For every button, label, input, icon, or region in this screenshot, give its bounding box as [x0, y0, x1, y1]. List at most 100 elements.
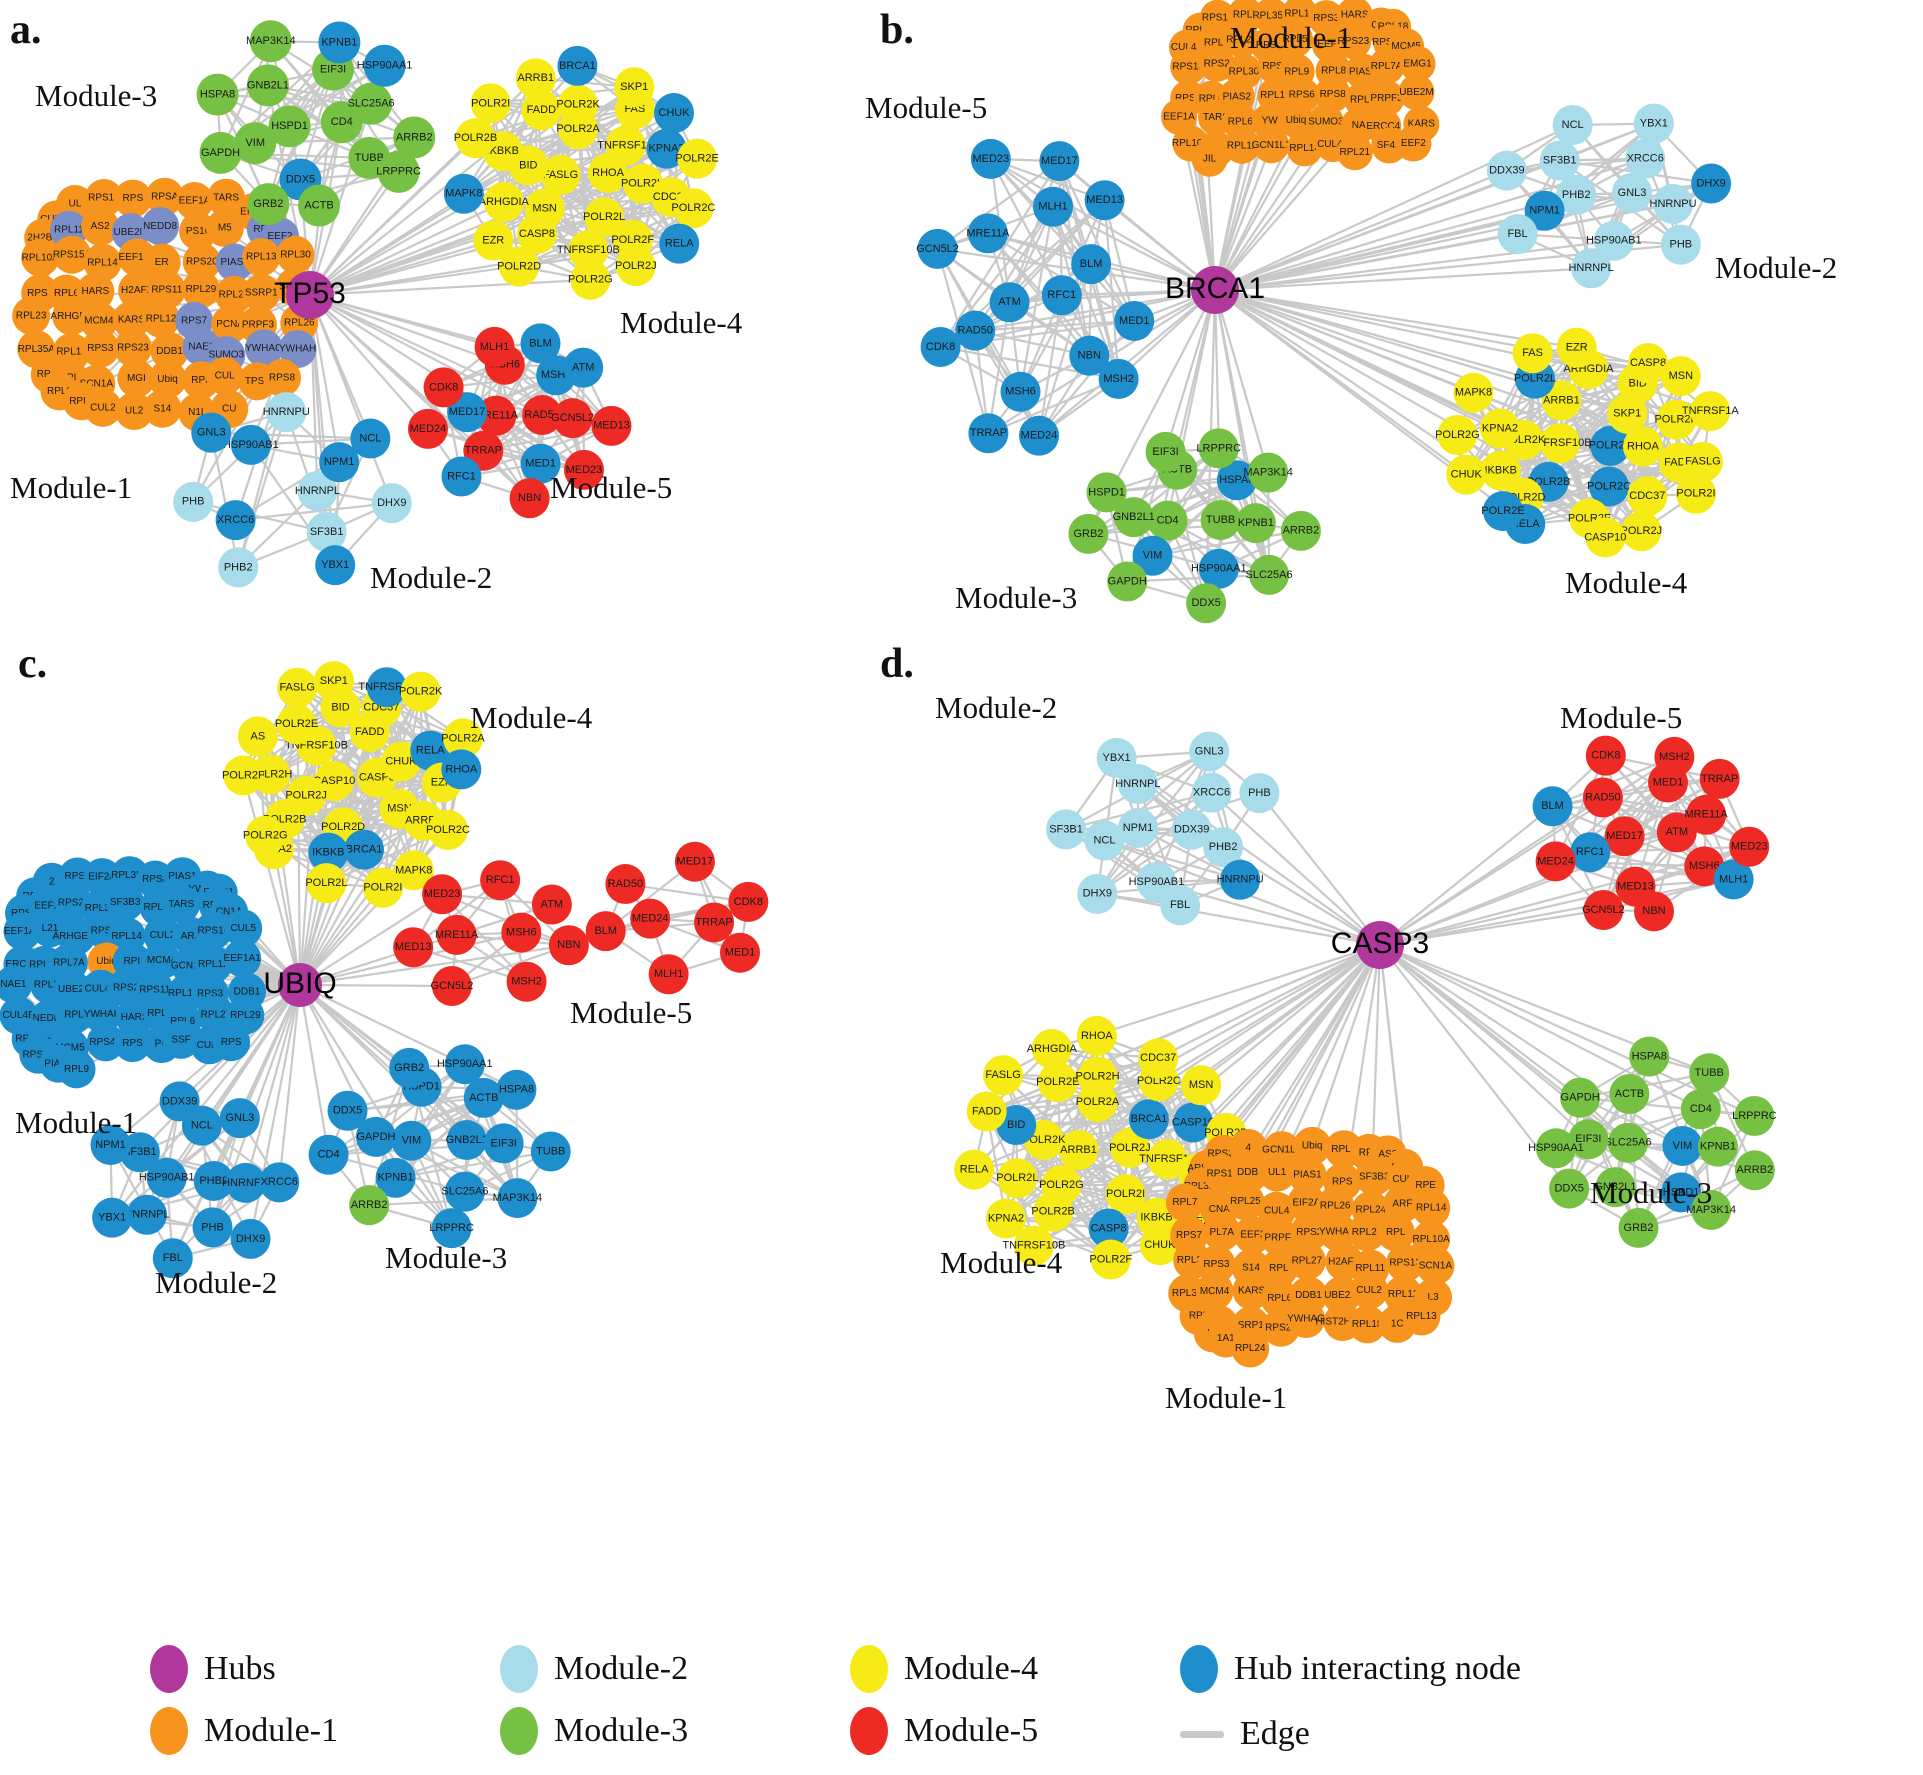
network-node[interactable]: Ubiq — [148, 360, 187, 399]
network-node[interactable]: MCM4 — [79, 301, 118, 340]
node-circle[interactable] — [1258, 1153, 1297, 1192]
network-node[interactable]: MAP3K14 — [1686, 1189, 1736, 1230]
node-circle[interactable] — [1314, 76, 1351, 113]
node-circle[interactable] — [444, 1171, 485, 1212]
network-node[interactable]: RPS4X — [86, 1023, 125, 1062]
node-circle[interactable] — [277, 667, 318, 708]
network-node[interactable]: FADD — [966, 1091, 1007, 1132]
network-node[interactable]: RPL29 — [181, 270, 220, 309]
network-node[interactable]: POLR2D — [497, 246, 541, 287]
network-node[interactable]: TARS — [162, 885, 201, 924]
node-circle[interactable] — [107, 968, 146, 1007]
node-circle[interactable] — [1734, 1150, 1775, 1191]
network-node[interactable]: SF3B1 — [1046, 809, 1087, 850]
hub-circle[interactable] — [286, 271, 334, 319]
node-circle[interactable] — [985, 1198, 1026, 1239]
network-node[interactable]: RHOA — [441, 749, 482, 790]
node-circle[interactable] — [1336, 134, 1373, 171]
network-node[interactable]: RPL21 — [1223, 21, 1260, 58]
network-node[interactable]: GNB2L1 — [1594, 1167, 1637, 1208]
node-circle[interactable] — [126, 1194, 167, 1235]
network-node[interactable]: KPNB1 — [1235, 503, 1276, 544]
network-node[interactable]: KPNB1 — [375, 1157, 416, 1198]
node-circle[interactable] — [431, 1208, 472, 1249]
network-node[interactable]: RPS2 — [107, 968, 146, 1007]
network-node[interactable]: MCM4 — [142, 941, 181, 980]
node-circle[interactable] — [90, 1124, 131, 1165]
node-circle[interactable] — [1585, 735, 1626, 776]
network-node[interactable]: RELA — [954, 1149, 995, 1190]
node-circle[interactable] — [278, 330, 317, 369]
network-node[interactable]: RPS8 — [1314, 76, 1351, 113]
hub-circle[interactable] — [1356, 921, 1404, 969]
network-node[interactable]: PHB2 — [1556, 174, 1597, 215]
node-circle[interactable] — [1058, 1129, 1099, 1170]
network-node[interactable]: CHUK — [654, 93, 695, 134]
network-node[interactable]: POLR2B — [454, 118, 497, 159]
network-node[interactable]: MED1 — [1114, 300, 1155, 341]
node-circle[interactable] — [1069, 335, 1110, 376]
node-circle[interactable] — [1368, 48, 1405, 85]
node-circle[interactable] — [1633, 103, 1674, 144]
node-circle[interactable] — [1608, 1122, 1649, 1163]
node-circle[interactable] — [1223, 21, 1260, 58]
node-circle[interactable] — [1000, 371, 1041, 412]
node-circle[interactable] — [297, 470, 338, 511]
network-node[interactable]: DDB1 — [150, 332, 189, 371]
node-circle[interactable] — [497, 1178, 538, 1219]
network-node[interactable]: CDK8 — [728, 881, 769, 922]
node-circle[interactable] — [968, 413, 1009, 454]
network-node[interactable]: VIM — [1132, 535, 1173, 576]
node-circle[interactable] — [1203, 1154, 1242, 1193]
network-node[interactable]: JIL — [1191, 140, 1228, 177]
network-node[interactable]: NBN — [1069, 335, 1110, 376]
node-circle[interactable] — [242, 273, 281, 312]
network-node[interactable]: HSPD1 — [1086, 472, 1127, 513]
node-circle[interactable] — [1348, 1305, 1387, 1344]
node-circle[interactable] — [423, 367, 464, 408]
network-node[interactable]: AS2 — [81, 207, 120, 246]
node-circle[interactable] — [427, 809, 468, 850]
node-circle[interactable] — [1290, 1213, 1329, 1252]
node-circle[interactable] — [568, 230, 609, 271]
network-node[interactable]: POLR2C — [1587, 466, 1631, 507]
node-circle[interactable] — [1661, 1172, 1702, 1213]
node-circle[interactable] — [393, 850, 434, 891]
node-circle[interactable] — [1625, 138, 1666, 179]
network-node[interactable]: HSP90AA1 — [1528, 1128, 1584, 1169]
node-circle[interactable] — [694, 902, 735, 943]
node-circle[interactable] — [540, 154, 581, 195]
network-node[interactable]: KARS — [112, 300, 151, 339]
network-node[interactable]: EIF2A — [83, 858, 122, 897]
node-circle[interactable] — [1076, 1015, 1117, 1056]
network-node[interactable]: RPL12 — [194, 945, 233, 984]
node-circle[interactable] — [614, 67, 655, 108]
network-node[interactable]: MLH1 — [1713, 859, 1754, 900]
node-circle[interactable] — [211, 305, 250, 344]
node-circle[interactable] — [1524, 190, 1565, 231]
network-node[interactable]: CD4 — [1680, 1089, 1721, 1130]
network-node[interactable]: RPL21 — [214, 275, 253, 314]
node-circle[interactable] — [1399, 45, 1436, 82]
network-node[interactable]: NBN — [509, 478, 550, 519]
node-circle[interactable] — [499, 246, 540, 287]
network-node[interactable]: RPL30 — [276, 235, 315, 274]
network-node[interactable]: POLR2F — [222, 755, 265, 796]
node-circle[interactable] — [1376, 1213, 1415, 1252]
network-node[interactable]: YBX1 — [315, 545, 356, 586]
network-node[interactable]: TARS — [207, 178, 246, 217]
node-circle[interactable] — [728, 881, 769, 922]
node-circle[interactable] — [1729, 826, 1770, 867]
network-node[interactable]: NPM1 — [319, 442, 360, 483]
node-circle[interactable] — [1368, 80, 1405, 117]
network-node[interactable]: HNRNPU — [1217, 859, 1264, 900]
node-circle[interactable] — [1308, 0, 1345, 37]
node-circle[interactable] — [162, 1020, 201, 1059]
node-circle[interactable] — [654, 93, 695, 134]
network-node[interactable]: TNFRSF10B — [557, 230, 620, 271]
network-node[interactable]: POLR2I — [362, 867, 403, 908]
network-node[interactable]: YBX1 — [1633, 103, 1674, 144]
node-circle[interactable] — [917, 228, 958, 269]
network-node[interactable]: HNRNPL — [295, 470, 340, 511]
node-circle[interactable] — [237, 716, 278, 757]
